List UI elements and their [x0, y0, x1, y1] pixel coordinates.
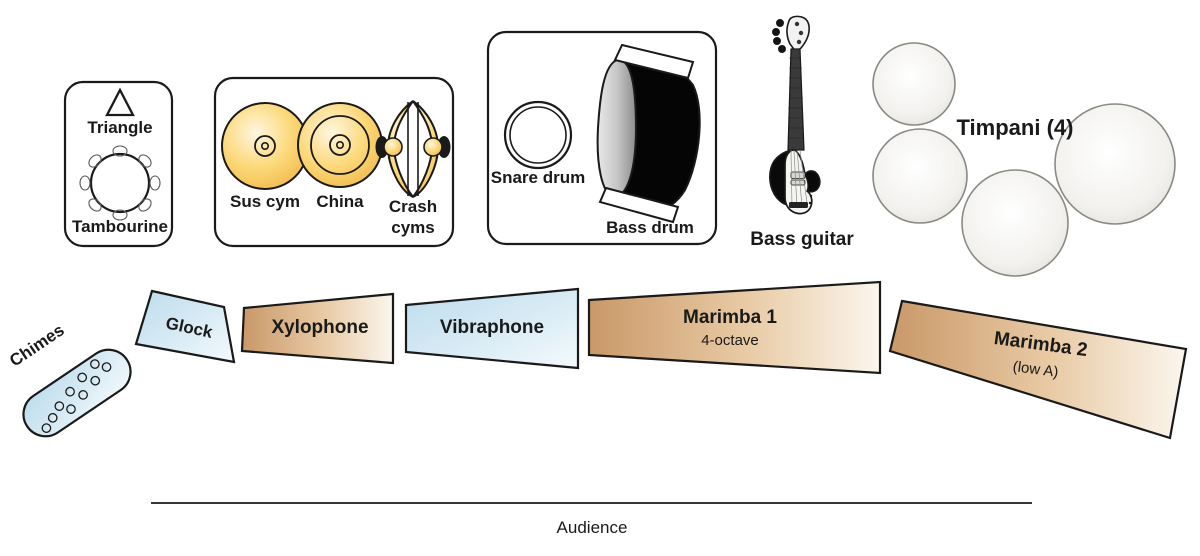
svg-text:Vibraphone: Vibraphone [440, 317, 544, 338]
svg-text:Marimba 1: Marimba 1 [683, 307, 777, 328]
svg-text:Snare drum: Snare drum [491, 168, 585, 187]
svg-text:China: China [316, 192, 364, 211]
svg-text:4-octave: 4-octave [701, 332, 759, 349]
svg-text:cyms: cyms [391, 218, 434, 237]
svg-text:Tambourine: Tambourine [72, 217, 168, 236]
svg-text:Sus cym: Sus cym [230, 192, 300, 211]
svg-text:Xylophone: Xylophone [271, 317, 368, 338]
svg-text:Audience: Audience [557, 518, 628, 537]
svg-text:Crash: Crash [389, 197, 437, 216]
svg-text:Chimes: Chimes [6, 320, 68, 370]
svg-text:Timpani (4): Timpani (4) [957, 115, 1074, 140]
svg-text:Triangle: Triangle [87, 118, 152, 137]
svg-text:Bass drum: Bass drum [606, 218, 694, 237]
svg-text:Bass guitar: Bass guitar [750, 229, 854, 250]
